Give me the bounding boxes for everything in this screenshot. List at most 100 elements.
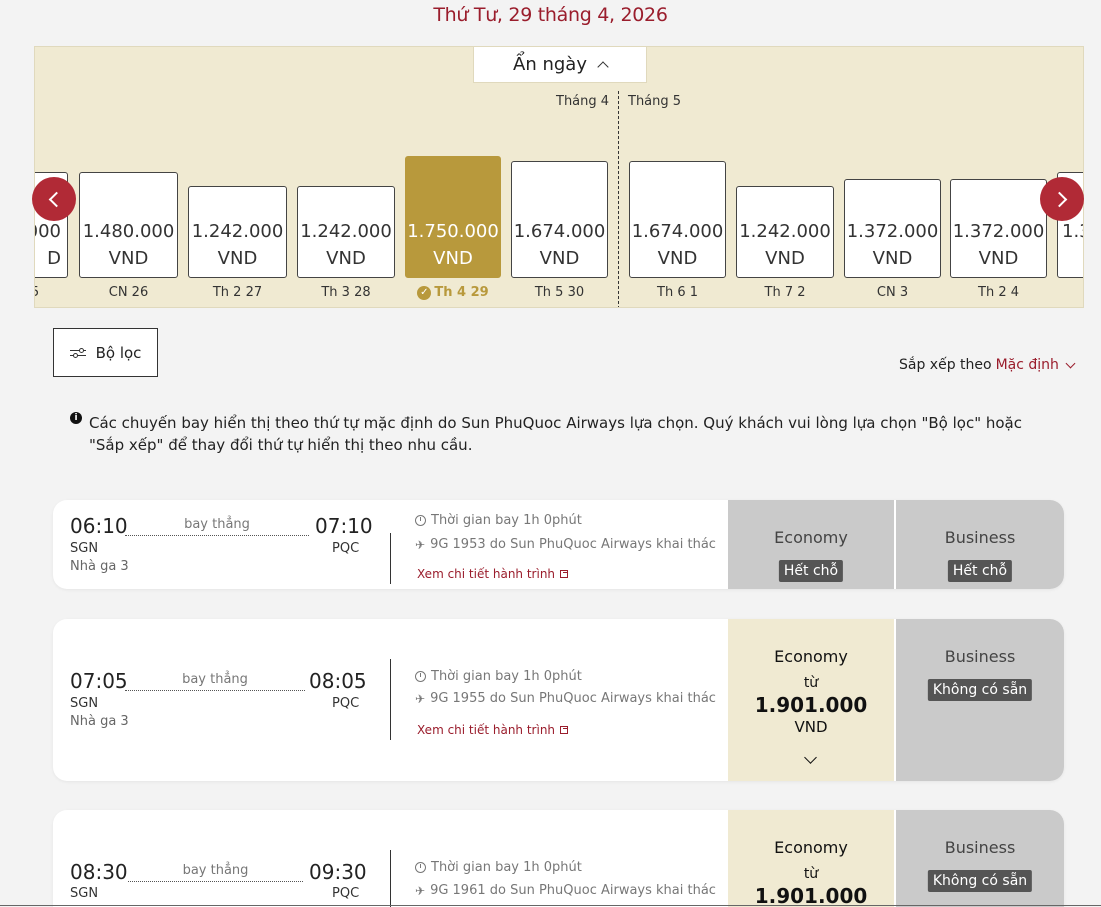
departure-airport: SGN	[70, 886, 99, 901]
day-price: 1.372.000	[952, 221, 1045, 242]
flight-duration: Thời gian bay 1h 0phút	[415, 669, 582, 684]
day-label: Th 5 30	[534, 285, 585, 300]
filter-button[interactable]: Bộ lọc	[53, 328, 158, 377]
chevron-up-icon	[597, 60, 609, 73]
departure-time: 07:05	[70, 669, 128, 693]
day-price: 1.674.000	[631, 221, 724, 242]
flight-number: ✈ 9G 1955 do Sun PhuQuoc Airways khai th…	[415, 691, 716, 706]
fare-price: 1.901.000	[754, 693, 868, 717]
timer-icon	[415, 862, 426, 873]
chevron-right-icon	[1051, 191, 1068, 207]
sort-value: Mặc định	[995, 357, 1059, 373]
flight-number: ✈ 9G 1953 do Sun PhuQuoc Airways khai th…	[415, 537, 716, 552]
sort-prefix: Sắp xếp theo	[899, 357, 992, 373]
day-price: 1.372.000	[846, 221, 939, 242]
day-card-fri-1[interactable]: 1.674.000 VND	[629, 161, 726, 278]
day-price: 1.750.000	[407, 221, 499, 242]
fare-name: Economy	[774, 528, 848, 547]
arrival-airport: PQC	[332, 541, 360, 556]
arrival-airport: PQC	[332, 696, 360, 711]
day-label: Th 7 2	[764, 285, 806, 300]
departure-time: 08:30	[70, 860, 128, 884]
external-link-icon	[560, 570, 569, 578]
day-currency: VND	[433, 248, 473, 269]
route-type: bay thẳng	[182, 672, 248, 687]
arrival-time: 08:05	[309, 669, 367, 693]
arrival-airport: PQC	[332, 886, 360, 901]
carousel-prev-button[interactable]	[32, 177, 76, 221]
info-icon: i	[70, 412, 82, 424]
timer-icon	[415, 515, 426, 526]
day-label-text: Th 4 29	[434, 285, 489, 300]
divider	[390, 533, 391, 584]
day-card-thu-30[interactable]: 1.674.000 VND	[511, 161, 608, 278]
detail-link-text: Xem chi tiết hành trình	[417, 723, 556, 737]
flight-card[interactable]: 06:10 bay thẳng 07:10 SGN PQC Nhà ga 3 T…	[53, 500, 1064, 589]
page-title: Thứ Tư, 29 tháng 4, 2026	[433, 4, 668, 26]
carousel-next-button[interactable]	[1040, 177, 1084, 221]
flight-number-text: 9G 1953 do Sun PhuQuoc Airways khai thác	[430, 537, 716, 552]
flight-card[interactable]: 08:30 bay thẳng 09:30 SGN PQC Thời gian …	[53, 810, 1064, 907]
date-carousel: Ẩn ngày Tháng 4 Tháng 5 000 D 5 1.480.00…	[34, 46, 1084, 308]
day-currency: VND	[657, 248, 698, 269]
departure-airport: SGN	[70, 541, 99, 556]
duration-text: Thời gian bay 1h 0phút	[431, 669, 582, 684]
flight-number: ✈ 9G 1961 do Sun PhuQuoc Airways khai th…	[415, 883, 716, 898]
day-label: Th 2 4	[978, 285, 1019, 300]
month-label-may: Tháng 5	[628, 94, 682, 109]
plane-icon: ✈	[415, 691, 426, 706]
economy-fare[interactable]: Economy từ 1.901.000	[728, 810, 894, 907]
route-type: bay thẳng	[184, 517, 250, 532]
day-currency: VND	[326, 248, 366, 269]
business-fare: Business Hết chỗ	[896, 500, 1064, 589]
day-label-partial-left: 5	[35, 285, 45, 300]
day-currency: VND	[978, 248, 1019, 269]
itinerary-detail-link[interactable]: Xem chi tiết hành trình	[417, 723, 569, 737]
viewport-edge	[0, 905, 1101, 906]
day-currency: D	[47, 248, 61, 269]
day-card-wed-29-selected[interactable]: 1.750.000 VND	[405, 156, 501, 278]
price-from: từ	[803, 866, 819, 882]
external-link-icon	[560, 726, 569, 734]
flight-number-text: 9G 1955 do Sun PhuQuoc Airways khai thác	[430, 691, 716, 706]
flight-number-text: 9G 1961 do Sun PhuQuoc Airways khai thác	[430, 883, 716, 898]
flight-card[interactable]: 07:05 bay thẳng 08:05 SGN PQC Nhà ga 3 T…	[53, 619, 1064, 781]
plane-icon: ✈	[415, 883, 426, 898]
day-price: 1.242.000	[739, 221, 831, 242]
timer-icon	[415, 671, 426, 682]
day-card-sun-26[interactable]: 1.480.000 VND	[79, 172, 178, 278]
route-line	[125, 690, 305, 691]
sold-out-badge: Hết chỗ	[778, 560, 844, 582]
itinerary-detail-link[interactable]: Xem chi tiết hành trình	[417, 567, 569, 581]
day-currency: VND	[765, 248, 805, 269]
price-from: từ	[803, 675, 819, 691]
sort-notice: Các chuyến bay hiển thị theo thứ tự mặc …	[89, 414, 1022, 454]
economy-fare[interactable]: Economy từ 1.901.000 VND	[728, 619, 894, 781]
fare-name: Business	[944, 838, 1016, 857]
detail-link-text: Xem chi tiết hành trình	[417, 567, 556, 581]
route-type: bay thẳng	[182, 863, 249, 878]
day-card-mon-27[interactable]: 1.242.000 VND	[188, 186, 287, 278]
sliders-icon	[69, 347, 86, 359]
chevron-down-icon	[1065, 358, 1076, 368]
fare-currency: VND	[794, 718, 828, 736]
day-currency: VND	[872, 248, 913, 269]
day-currency: VND	[539, 248, 580, 269]
month-divider	[618, 91, 619, 307]
terminal: Nhà ga 3	[70, 714, 129, 729]
day-label: Th 2 27	[212, 285, 263, 300]
month-label-april: Tháng 4	[556, 94, 610, 109]
chevron-down-icon[interactable]	[804, 751, 817, 764]
sold-out-badge: Hết chỗ	[947, 560, 1013, 582]
divider	[390, 659, 391, 740]
day-price: 1.242.000	[300, 221, 392, 242]
day-card-sun-3[interactable]: 1.372.000 VND	[844, 179, 941, 278]
route-line	[128, 881, 303, 882]
day-card-tue-28[interactable]: 1.242.000 VND	[297, 186, 395, 278]
hide-dates-button[interactable]: Ẩn ngày	[473, 47, 647, 83]
sort-dropdown[interactable]: Sắp xếp theo Mặc định	[899, 357, 1076, 373]
day-card-sat-2[interactable]: 1.242.000 VND	[736, 186, 834, 278]
business-fare: Business Không có sẵn	[896, 810, 1064, 907]
day-card-mon-4[interactable]: 1.372.000 VND	[950, 179, 1047, 278]
day-label: Th 3 28	[321, 285, 371, 300]
